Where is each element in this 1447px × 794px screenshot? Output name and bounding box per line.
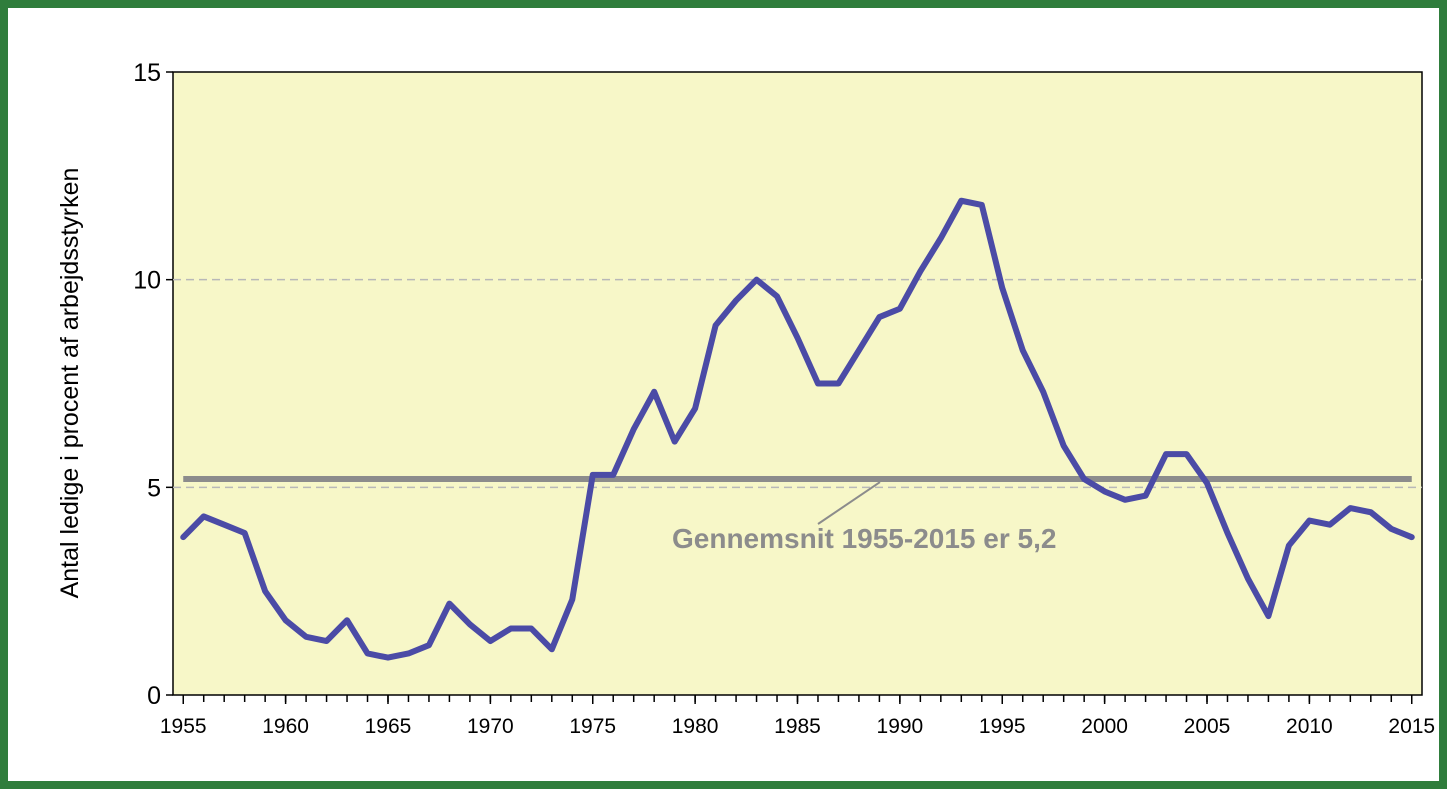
x-tick-label: 1955 xyxy=(160,715,207,738)
x-tick-label: 1990 xyxy=(877,715,924,738)
x-tick-label: 1980 xyxy=(672,715,719,738)
x-tick-label: 2000 xyxy=(1081,715,1128,738)
x-tick-label: 1975 xyxy=(569,715,616,738)
y-tick-label: 15 xyxy=(133,59,161,87)
x-tick-label: 1985 xyxy=(774,715,821,738)
y-tick-label: 0 xyxy=(147,682,161,710)
x-tick-label: 1965 xyxy=(365,715,412,738)
x-tick-label: 1970 xyxy=(467,715,514,738)
x-tick-label: 1995 xyxy=(979,715,1026,738)
y-tick-label: 10 xyxy=(133,267,161,295)
y-axis-label: Antal ledige i procent af arbejdsstyrken xyxy=(56,168,84,599)
x-tick-label: 2005 xyxy=(1184,715,1231,738)
x-tick-label: 1960 xyxy=(262,715,309,738)
annotation-leader xyxy=(817,481,881,525)
data-line xyxy=(180,197,1415,661)
y-tick-label: 5 xyxy=(147,474,161,502)
x-tick-label: 2010 xyxy=(1286,715,1333,738)
average-annotation: Gennemsnit 1955-2015 er 5,2 xyxy=(672,523,1056,554)
plot-area xyxy=(172,71,1423,696)
x-tick-label: 2015 xyxy=(1388,715,1435,738)
